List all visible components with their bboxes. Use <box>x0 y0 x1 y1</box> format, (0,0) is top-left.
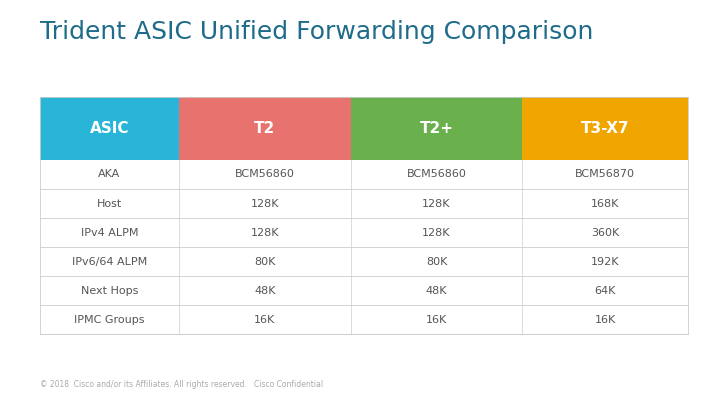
Text: Trident ASIC Unified Forwarding Comparison: Trident ASIC Unified Forwarding Comparis… <box>40 20 593 44</box>
Text: 360K: 360K <box>591 228 619 238</box>
Text: 48K: 48K <box>254 286 276 296</box>
Text: T2: T2 <box>254 121 276 136</box>
Text: IPMC Groups: IPMC Groups <box>74 315 145 325</box>
Text: ASIC: ASIC <box>89 121 129 136</box>
Text: AKA: AKA <box>98 169 120 179</box>
FancyBboxPatch shape <box>40 276 688 305</box>
Text: 16K: 16K <box>594 315 616 325</box>
Text: IPv6/64 ALPM: IPv6/64 ALPM <box>71 256 147 266</box>
FancyBboxPatch shape <box>40 97 179 160</box>
Text: 128K: 128K <box>251 228 279 238</box>
FancyBboxPatch shape <box>523 97 688 160</box>
Text: 16K: 16K <box>426 315 447 325</box>
FancyBboxPatch shape <box>179 97 351 160</box>
Text: 16K: 16K <box>254 315 276 325</box>
Text: 168K: 168K <box>591 198 619 209</box>
Text: 128K: 128K <box>422 198 451 209</box>
Text: 48K: 48K <box>426 286 447 296</box>
Text: 192K: 192K <box>590 256 619 266</box>
Text: Next Hops: Next Hops <box>81 286 138 296</box>
Text: T2+: T2+ <box>420 121 454 136</box>
Text: BCM56860: BCM56860 <box>235 169 294 179</box>
FancyBboxPatch shape <box>40 189 688 218</box>
Text: 128K: 128K <box>251 198 279 209</box>
FancyBboxPatch shape <box>40 160 688 189</box>
Text: 128K: 128K <box>422 228 451 238</box>
FancyBboxPatch shape <box>351 97 523 160</box>
FancyBboxPatch shape <box>40 305 688 334</box>
FancyBboxPatch shape <box>40 218 688 247</box>
Text: Host: Host <box>96 198 122 209</box>
Text: IPv4 ALPM: IPv4 ALPM <box>81 228 138 238</box>
FancyBboxPatch shape <box>40 247 688 276</box>
Text: 64K: 64K <box>594 286 616 296</box>
Text: BCM56860: BCM56860 <box>407 169 467 179</box>
Text: 80K: 80K <box>254 256 276 266</box>
Text: T3-X7: T3-X7 <box>580 121 629 136</box>
Text: BCM56870: BCM56870 <box>575 169 635 179</box>
Text: 80K: 80K <box>426 256 447 266</box>
Text: © 2018  Cisco and/or its Affiliates. All rights reserved.   Cisco Confidential: © 2018 Cisco and/or its Affiliates. All … <box>40 380 323 389</box>
